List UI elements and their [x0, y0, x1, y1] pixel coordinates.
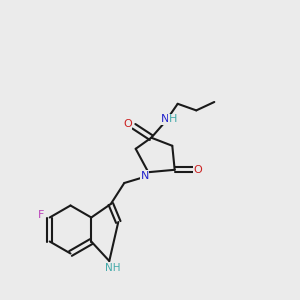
Text: O: O [123, 119, 132, 130]
Text: N: N [161, 114, 169, 124]
Text: F: F [38, 210, 44, 220]
Text: O: O [193, 165, 202, 175]
Text: N: N [140, 171, 149, 181]
Text: NH: NH [105, 263, 121, 273]
Text: H: H [169, 114, 177, 124]
